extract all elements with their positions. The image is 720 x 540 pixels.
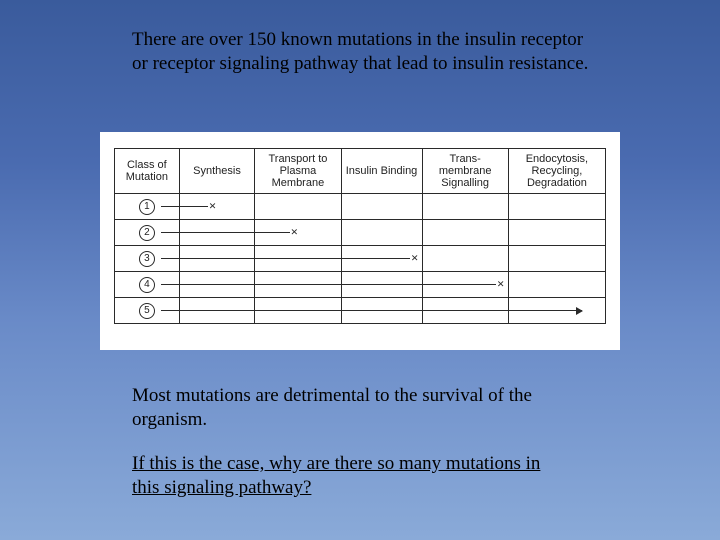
row-label: 4 [139, 277, 155, 293]
row-label: 1 [139, 199, 155, 215]
row-label: 2 [139, 225, 155, 241]
table-row: 4 [115, 272, 606, 298]
table-header-row: Class of Mutation Synthesis Transport to… [115, 149, 606, 194]
col-header: Class of Mutation [115, 149, 180, 194]
statement-2: If this is the case, why are there so ma… [132, 452, 552, 500]
table-row: 2 [115, 220, 606, 246]
table-row: 5 [115, 298, 606, 324]
statement-1: Most mutations are detrimental to the su… [132, 384, 552, 432]
col-header: Endocytosis, Recycling, Degradation [508, 149, 605, 194]
col-header: Transport to Plasma Membrane [255, 149, 341, 194]
intro-text: There are over 150 known mutations in th… [132, 28, 592, 76]
table-row: 3 [115, 246, 606, 272]
mutation-table-panel: Class of Mutation Synthesis Transport to… [100, 132, 620, 350]
table-body: 1 2 3 4 5 [115, 194, 606, 324]
row-label: 5 [139, 303, 155, 319]
col-header: Synthesis [179, 149, 255, 194]
col-header: Insulin Binding [341, 149, 422, 194]
row-label: 3 [139, 251, 155, 267]
table-row: 1 [115, 194, 606, 220]
col-header: Trans-membrane Signalling [422, 149, 508, 194]
mutation-table: Class of Mutation Synthesis Transport to… [114, 148, 606, 324]
